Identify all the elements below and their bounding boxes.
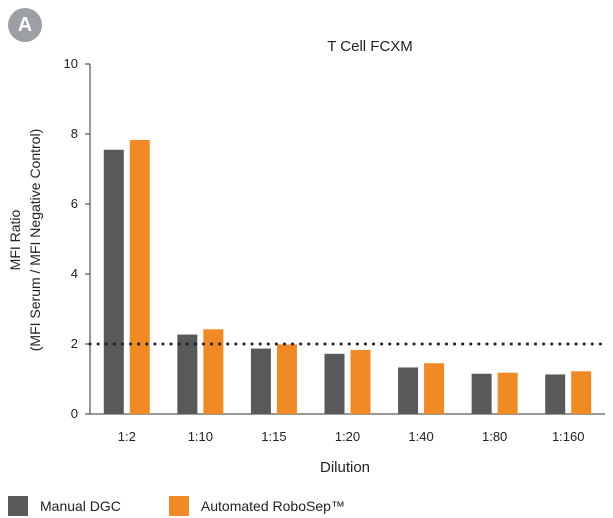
bar-automated-robosep: [350, 349, 371, 414]
bar-manual-dgc: [471, 373, 492, 414]
bar-automated-robosep: [203, 329, 224, 414]
bar-automated-robosep: [276, 344, 297, 414]
bar-manual-dgc: [324, 353, 345, 414]
x-tick-label: 1:80: [482, 429, 507, 444]
x-tick-label: 1:10: [188, 429, 213, 444]
y-axis-label-line1: MFI Ratio: [7, 209, 23, 270]
x-tick-label: 1:160: [552, 429, 585, 444]
bar-automated-robosep: [424, 363, 445, 414]
bar-manual-dgc: [398, 367, 419, 414]
panel-label-badge: A: [8, 8, 42, 42]
legend-swatch-automated-robosep: [168, 496, 189, 516]
x-tick-label: 1:40: [408, 429, 433, 444]
bar-manual-dgc: [250, 348, 271, 414]
legend-swatch-manual-dgc: [8, 496, 28, 516]
legend-item-manual-dgc: Manual DGC: [8, 496, 121, 516]
legend-label-manual-dgc: Manual DGC: [40, 498, 121, 514]
bar-manual-dgc: [545, 374, 566, 414]
y-tick-label: 6: [71, 196, 78, 211]
x-axis-label: Dilution: [320, 459, 370, 476]
x-tick-label: 1:2: [118, 429, 136, 444]
y-axis-label-line2: (MFI Serum / MFI Negative Control): [27, 129, 43, 352]
y-tick-label: 8: [71, 126, 78, 141]
bar-automated-robosep: [497, 372, 518, 414]
bar-manual-dgc: [177, 334, 198, 414]
x-tick-label: 1:15: [261, 429, 286, 444]
bar-manual-dgc: [103, 149, 124, 414]
y-tick-label: 0: [71, 406, 78, 421]
y-tick-label: 10: [64, 56, 78, 71]
bar-automated-robosep: [571, 371, 592, 414]
y-tick-label: 2: [71, 336, 78, 351]
y-tick-label: 4: [71, 266, 78, 281]
bar-chart: T Cell FCXM MFI Ratio (MFI Serum / MFI N…: [7, 38, 607, 476]
chart-title: T Cell FCXM: [327, 38, 413, 55]
legend-item-automated-robosep: Automated RoboSep™: [168, 496, 345, 516]
bar-automated-robosep: [129, 139, 150, 414]
legend: Manual DGC Automated RoboSep™: [8, 496, 393, 516]
x-tick-label: 1:20: [335, 429, 360, 444]
legend-label-automated-robosep: Automated RoboSep™: [200, 498, 345, 514]
